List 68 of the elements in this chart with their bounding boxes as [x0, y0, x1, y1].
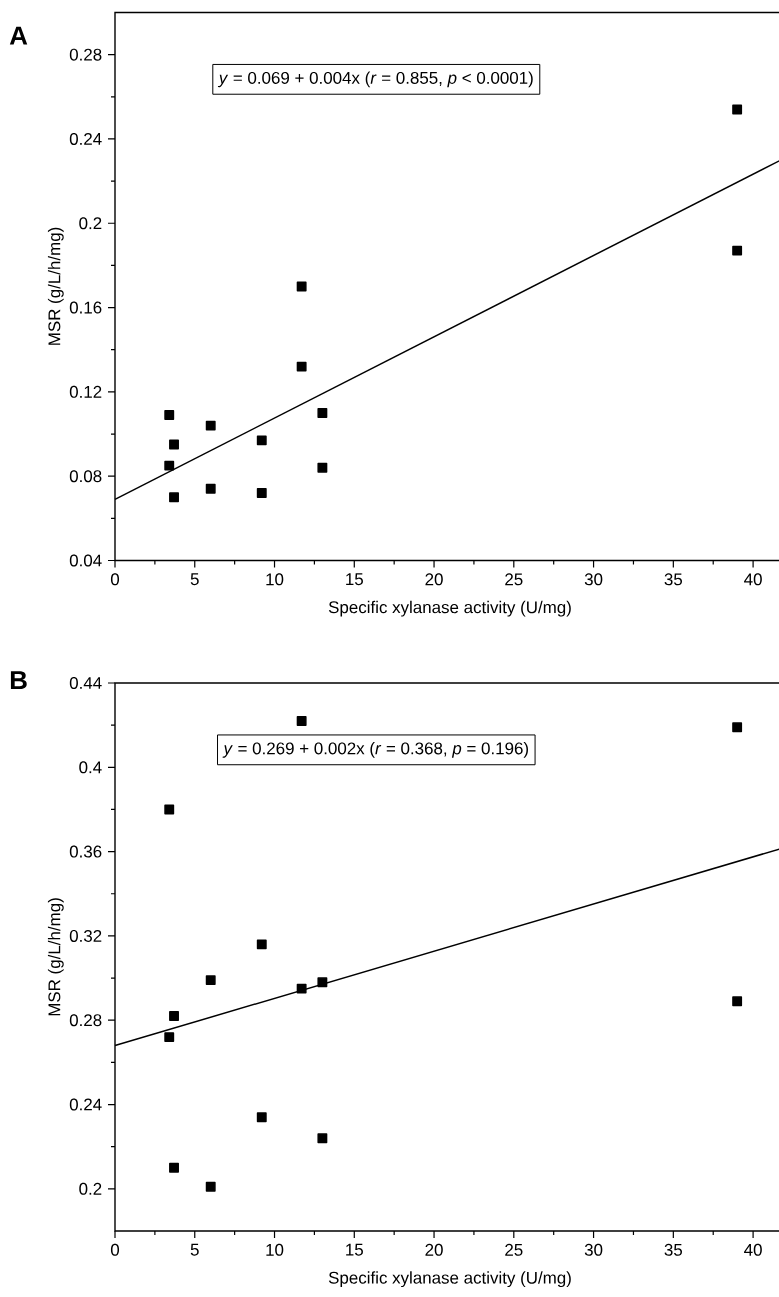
- x-tick-label: 0: [110, 1243, 120, 1256]
- point: [256, 488, 267, 498]
- point: [317, 977, 328, 988]
- point: [164, 1032, 175, 1043]
- x-tick-label: 10: [266, 1243, 284, 1256]
- x-tick-label: 5: [190, 573, 199, 586]
- point: [296, 715, 307, 726]
- y-tick-label: 0.28: [69, 1014, 102, 1027]
- y-tick-label: 0.28: [69, 48, 102, 61]
- y-tick-label: 0.24: [69, 132, 102, 145]
- point: [732, 104, 743, 115]
- x-tick-label: 40: [744, 1243, 762, 1256]
- y-tick-label: 0.32: [69, 929, 102, 942]
- point: [164, 410, 175, 421]
- y-tick-label: 0.04: [69, 554, 102, 567]
- x-tick-label: 40: [744, 573, 762, 586]
- point: [732, 996, 743, 1007]
- point: [169, 1011, 179, 1021]
- x-tick-label: 15: [346, 573, 363, 586]
- point: [256, 435, 267, 446]
- x-tick-label: 25: [505, 573, 523, 586]
- point: [205, 1181, 216, 1192]
- point: [317, 462, 328, 473]
- x-tick-label: 35: [664, 1243, 683, 1256]
- point: [169, 492, 179, 503]
- point: [296, 983, 307, 994]
- y-tick-label: 0.4: [79, 761, 102, 774]
- x-tick-label: 20: [425, 1243, 443, 1256]
- point: [732, 245, 743, 256]
- x-tick-label: 25: [505, 1243, 523, 1256]
- y-tick-label: 0.24: [69, 1098, 102, 1111]
- point: [256, 939, 267, 950]
- point: [296, 281, 307, 292]
- point: [205, 420, 216, 431]
- x-tick-label: 0: [110, 573, 120, 586]
- point: [317, 1133, 328, 1144]
- point: [256, 1112, 267, 1123]
- chart-title: B: [10, 671, 27, 690]
- point: [164, 460, 175, 471]
- point: [169, 1162, 179, 1173]
- y-axis-title: MSR (g/L/h/mg): [47, 898, 64, 1016]
- y-tick-label: 0.12: [69, 385, 102, 398]
- chart-title: A: [9, 26, 28, 45]
- x-axis-title: Specific xylanase activity (U/mg): [328, 600, 571, 617]
- point: [732, 722, 743, 733]
- y-tick-label: 0.08: [69, 470, 102, 483]
- x-axis-title: Specific xylanase activity (U/mg): [328, 1271, 571, 1288]
- annotation: y = 0.269 + 0.002x (r = 0.368, p = 0.196): [222, 741, 528, 758]
- y-tick-label: 0.36: [69, 845, 102, 858]
- y-tick-label: 0.2: [79, 217, 102, 230]
- x-tick-label: 10: [266, 573, 284, 586]
- point: [317, 408, 328, 418]
- annotation: y = 0.069 + 0.004x (r = 0.855, p < 0.0001): [217, 71, 533, 88]
- point: [296, 361, 307, 372]
- point: [205, 483, 216, 494]
- x-tick-label: 15: [346, 1243, 363, 1256]
- x-tick-label: 20: [425, 573, 443, 586]
- x-tick-label: 5: [190, 1243, 199, 1256]
- y-axis-title: MSR (g/L/h/mg): [47, 227, 64, 345]
- point: [205, 975, 216, 986]
- point: [164, 804, 175, 815]
- y-tick-label: 0.2: [79, 1182, 102, 1195]
- y-tick-label: 0.16: [69, 301, 102, 314]
- y-tick-label: 0.44: [69, 676, 102, 689]
- x-tick-label: 35: [664, 573, 683, 586]
- x-tick-label: 30: [584, 1243, 603, 1256]
- point: [169, 439, 179, 450]
- x-tick-label: 30: [584, 573, 603, 586]
